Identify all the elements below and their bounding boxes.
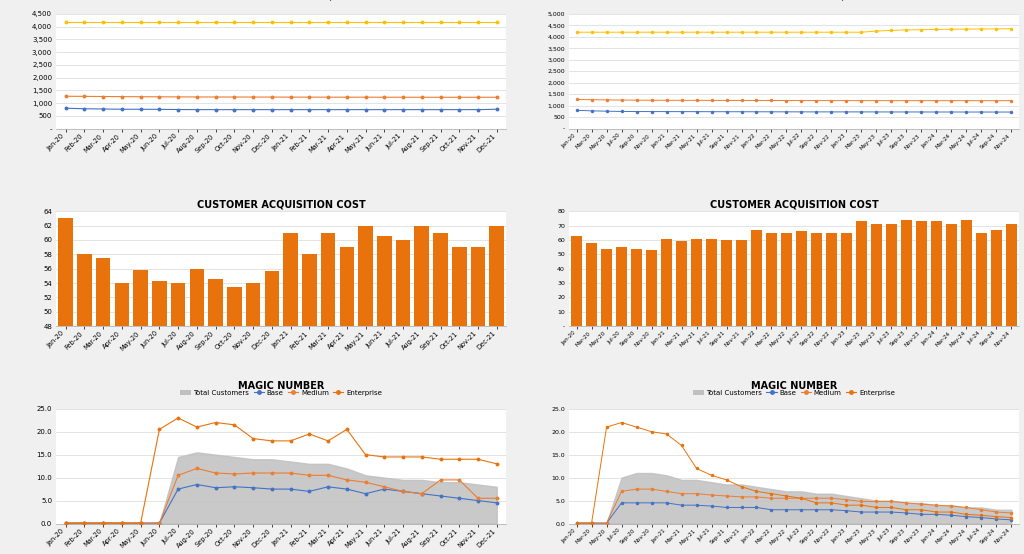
Bar — [395, 240, 411, 554]
Bar — [780, 233, 793, 326]
Legend: Base, Medium, Enterprise: Base, Medium, Enterprise — [726, 0, 862, 4]
Title: CUSTOMER ACQUISITION COST: CUSTOMER ACQUISITION COST — [710, 199, 879, 209]
Bar — [570, 235, 583, 326]
Legend: Total Customers, Base, Medium, Enterprise: Total Customers, Base, Medium, Enterpris… — [177, 387, 385, 398]
Legend: Total Customers, Base, Medium, Enterprise: Total Customers, Base, Medium, Enterpris… — [690, 387, 898, 398]
Bar — [721, 240, 732, 326]
Bar — [264, 271, 280, 554]
Bar — [171, 283, 185, 554]
Bar — [433, 233, 447, 554]
Bar — [796, 232, 807, 326]
Bar — [660, 239, 673, 326]
Bar — [706, 239, 718, 326]
Bar — [646, 250, 657, 326]
Bar — [77, 254, 92, 554]
Bar — [825, 233, 838, 326]
Bar — [189, 269, 204, 554]
Bar — [586, 243, 597, 326]
Bar — [358, 225, 373, 554]
Bar — [931, 222, 942, 326]
Bar — [990, 230, 1002, 326]
Bar — [302, 254, 316, 554]
Bar — [601, 249, 612, 326]
Bar — [246, 283, 260, 554]
Bar — [766, 233, 777, 326]
Bar — [115, 283, 129, 554]
Bar — [856, 222, 867, 326]
Bar — [415, 225, 429, 554]
Bar — [153, 281, 167, 554]
Bar — [377, 237, 391, 554]
Bar — [284, 233, 298, 554]
Bar — [751, 230, 762, 326]
Bar — [615, 247, 628, 326]
Bar — [900, 220, 912, 326]
Bar — [58, 218, 73, 554]
Title: CUSTOMER ACQUISITION COST: CUSTOMER ACQUISITION COST — [197, 199, 366, 209]
Bar — [945, 224, 957, 326]
Bar — [735, 240, 748, 326]
Title: MAGIC NUMBER: MAGIC NUMBER — [238, 381, 325, 391]
Bar — [915, 222, 928, 326]
Legend: Base, Medium, Enterprise: Base, Medium, Enterprise — [213, 0, 349, 4]
Title: MAGIC NUMBER: MAGIC NUMBER — [751, 381, 838, 391]
Bar — [1006, 224, 1017, 326]
Bar — [489, 225, 504, 554]
Bar — [133, 270, 147, 554]
Bar — [976, 233, 987, 326]
Bar — [841, 233, 852, 326]
Bar — [208, 279, 223, 554]
Bar — [631, 249, 642, 326]
Bar — [676, 242, 687, 326]
Bar — [961, 220, 972, 326]
Bar — [227, 286, 242, 554]
Bar — [321, 233, 336, 554]
Bar — [96, 258, 111, 554]
Bar — [690, 239, 702, 326]
Bar — [886, 224, 897, 326]
Bar — [870, 224, 883, 326]
Bar — [340, 247, 354, 554]
Bar — [471, 247, 485, 554]
Bar — [811, 233, 822, 326]
Bar — [452, 247, 467, 554]
